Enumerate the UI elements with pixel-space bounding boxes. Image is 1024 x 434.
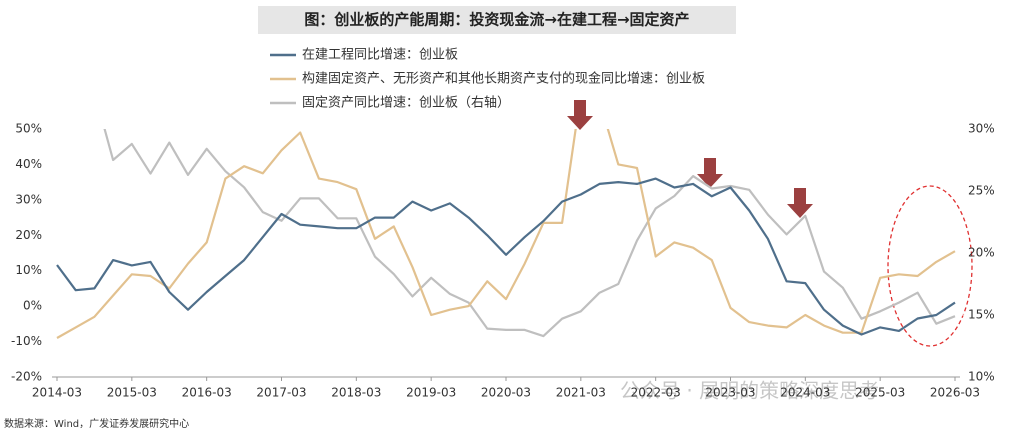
y2-tick-label: 10% bbox=[968, 370, 995, 384]
x-tick-label: 2017-03 bbox=[256, 386, 306, 400]
x-tick-label: 2016-03 bbox=[182, 386, 232, 400]
highlight-ellipse bbox=[887, 185, 973, 347]
source: 数据来源：Wind，广发证券发展研究中心 bbox=[4, 417, 189, 430]
watermark: 公众号 · 展明的策略深度思考 bbox=[620, 379, 879, 403]
y2-tick-label: 20% bbox=[968, 246, 995, 260]
legend-label: 在建工程同比增速：创业板 bbox=[302, 48, 458, 63]
x-tick-label: 2020-03 bbox=[481, 386, 531, 400]
legend-label: 构建固定资产、无形资产和其他长期资产支付的现金同比增速：创业板 bbox=[302, 71, 705, 87]
series-line bbox=[103, 129, 956, 338]
y-tick-label: 50% bbox=[15, 122, 42, 136]
y-tick-label: 20% bbox=[15, 228, 42, 242]
series-line bbox=[56, 177, 956, 336]
x-tick-label: 2014-03 bbox=[32, 386, 82, 400]
x-tick-label: 2026-03 bbox=[930, 386, 980, 400]
y2-tick-label: 25% bbox=[968, 184, 995, 198]
x-tick-label: 2025-03 bbox=[855, 386, 905, 400]
y-tick-label: -10% bbox=[11, 334, 42, 348]
y-tick-label: 0% bbox=[23, 299, 42, 313]
x-tick-label: 2024-03 bbox=[780, 386, 830, 400]
x-tick-label: 2019-03 bbox=[406, 386, 456, 400]
arrows bbox=[567, 100, 813, 218]
series-line bbox=[56, 129, 956, 339]
x-tick-label: 2018-03 bbox=[331, 386, 381, 400]
y2-tick-label: 30% bbox=[968, 122, 995, 136]
y-tick-label: -20% bbox=[11, 370, 42, 384]
x-tick-label: 2015-03 bbox=[107, 386, 157, 400]
y-tick-label: 10% bbox=[15, 263, 42, 277]
x-tick-label: 2023-03 bbox=[705, 386, 755, 400]
chart-title: 图：创业板的产能周期：投资现金流→在建工程→固定资产 bbox=[304, 11, 689, 29]
title-box bbox=[258, 6, 736, 34]
y-tick-label: 30% bbox=[15, 192, 42, 206]
y2-tick-label: 15% bbox=[968, 308, 995, 322]
y-tick-label: 40% bbox=[15, 157, 42, 171]
x-tick-label: 2021-03 bbox=[556, 386, 606, 400]
legend-label: 固定资产同比增速：创业板（右轴） bbox=[302, 96, 510, 111]
plot-area bbox=[56, 129, 956, 339]
x-tick-label: 2022-03 bbox=[631, 386, 681, 400]
